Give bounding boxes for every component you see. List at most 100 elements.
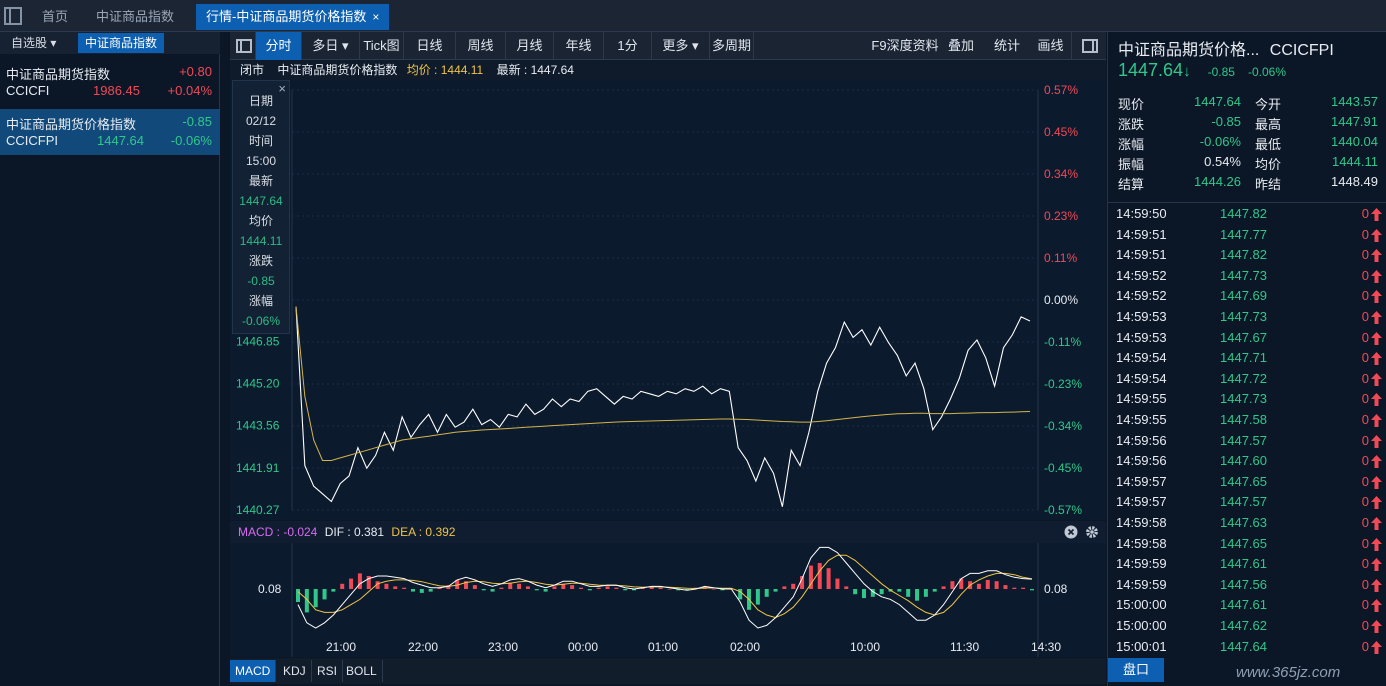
close-icon[interactable]: × bbox=[372, 10, 380, 24]
up-arrow-icon bbox=[1371, 537, 1382, 551]
tick-row: 15:00:00 1447.61 0 bbox=[1108, 595, 1386, 616]
up-arrow-icon bbox=[1371, 372, 1382, 386]
macd-bar bbox=[322, 589, 327, 600]
toggle-right-button[interactable] bbox=[1078, 32, 1106, 60]
f9-button[interactable]: F9深度资料 bbox=[871, 38, 939, 53]
indicator-tabs: MACD KDJ RSI BOLL bbox=[230, 658, 1106, 684]
macd-bar bbox=[1012, 587, 1017, 589]
period-multi[interactable]: 多周期 bbox=[710, 32, 754, 60]
tab-home[interactable]: 首页 bbox=[42, 9, 69, 24]
list-item[interactable]: 中证商品期货指数 +0.80 CCICFI 1986.45 +0.04% bbox=[0, 60, 220, 106]
macd-bar bbox=[508, 582, 513, 589]
tick-price: 1447.61 bbox=[1220, 597, 1267, 613]
tick-time: 14:59:52 bbox=[1116, 267, 1167, 283]
tab-ccic[interactable]: 中证商品指数 bbox=[78, 33, 165, 53]
overlay-button[interactable]: 叠加 bbox=[947, 38, 974, 53]
stats-button[interactable]: 统计 bbox=[993, 38, 1020, 53]
tick-price: 1447.82 bbox=[1220, 206, 1267, 221]
tick-price: 1447.73 bbox=[1220, 267, 1267, 283]
toggle-left-button[interactable] bbox=[230, 32, 256, 60]
up-arrow-icon bbox=[1371, 517, 1382, 530]
macd-bar bbox=[331, 589, 336, 592]
y-left-tick: 1443.56 bbox=[236, 419, 280, 433]
tick-volume: 0 bbox=[1361, 473, 1369, 489]
tick-price: 1447.73 bbox=[1220, 309, 1267, 324]
period-yearly[interactable]: 年线 bbox=[554, 32, 604, 60]
macd-bar bbox=[906, 589, 911, 597]
y-right-tick: 0.57% bbox=[1044, 83, 1078, 97]
price-chart-svg[interactable]: 0.57% 0.45% 0.34% 0.23% 0.11% 0.00% -0.11% -0.2… bbox=[230, 80, 1106, 520]
tick-volume: 0 bbox=[1361, 206, 1369, 221]
macd-bar bbox=[340, 583, 345, 589]
stat-value: 1448.49 bbox=[1331, 174, 1378, 189]
stock-code: CCICFPI bbox=[6, 133, 58, 148]
period-intraday[interactable]: 分时 bbox=[256, 32, 302, 60]
tick-price: 1447.56 bbox=[1220, 576, 1267, 592]
intraday-chart[interactable]: 0.57% 0.45% 0.34% 0.23% 0.11% 0.00% -0.11% -0.2… bbox=[230, 80, 1106, 520]
draw-button[interactable]: 画线 bbox=[1030, 32, 1072, 60]
tick-time: 14:59:59 bbox=[1116, 556, 1167, 572]
close-icon[interactable]: × bbox=[278, 81, 286, 96]
stat-label: 现价 bbox=[1118, 97, 1145, 112]
stat-value: 1444.26 bbox=[1194, 174, 1241, 189]
x-axis-tick: 14:30 bbox=[1031, 640, 1061, 654]
tab-boll[interactable]: BOLL bbox=[341, 660, 383, 682]
macd-bar bbox=[349, 578, 354, 589]
tab-macd[interactable]: MACD bbox=[230, 660, 277, 682]
macd-bar bbox=[455, 579, 460, 589]
macd-bar bbox=[419, 589, 424, 593]
instrument-title-code: CCICFPI bbox=[1269, 42, 1334, 59]
macd-level-left: 0.08 bbox=[258, 582, 282, 596]
tick-price: 1447.65 bbox=[1220, 473, 1267, 489]
tick-row: 14:59:54 1447.72 0 bbox=[1108, 369, 1386, 390]
period-tick[interactable]: Tick图 bbox=[360, 32, 404, 60]
settings-gear-icon[interactable] bbox=[1085, 525, 1099, 539]
x-axis-tick: 01:00 bbox=[648, 640, 678, 654]
macd-bar bbox=[950, 581, 955, 589]
macd-bar bbox=[375, 581, 380, 589]
macd-bar bbox=[296, 589, 300, 602]
tick-row: 14:59:55 1447.58 0 bbox=[1108, 410, 1386, 431]
macd-bar bbox=[658, 587, 663, 589]
macd-bar bbox=[711, 589, 716, 590]
tick-time: 15:00:00 bbox=[1116, 597, 1167, 613]
macd-bar bbox=[517, 583, 522, 589]
macd-bar bbox=[897, 589, 902, 592]
list-item[interactable]: 中证商品期货价格指数 -0.85 CCICFPI 1447.64 -0.06% bbox=[0, 109, 220, 155]
tab-quote-label: 行情-中证商品期货价格指数 bbox=[206, 9, 367, 24]
tick-volume: 0 bbox=[1361, 309, 1369, 324]
tab-kdj[interactable]: KDJ bbox=[278, 660, 312, 682]
up-arrow-icon bbox=[1371, 578, 1382, 592]
period-more[interactable]: 更多 ▾ bbox=[652, 32, 710, 60]
period-multi-day[interactable]: 多日 ▾ bbox=[302, 32, 360, 60]
tab-quote[interactable]: 行情-中证商品期货价格指数 × bbox=[196, 4, 390, 30]
up-arrow-icon bbox=[1371, 208, 1382, 221]
close-circle-icon[interactable] bbox=[1064, 525, 1078, 539]
period-monthly[interactable]: 月线 bbox=[506, 32, 554, 60]
popup-row: 15:00 bbox=[245, 154, 277, 168]
macd-chart-svg[interactable]: 0.08 0.08 21:00 22:00 23:00 00:00 01:00 02:00 10… bbox=[230, 543, 1106, 657]
tab-my-stocks[interactable]: 自选股 ▾ bbox=[11, 36, 57, 50]
tab-ccic-index[interactable]: 中证商品指数 bbox=[96, 9, 175, 24]
tab-rsi[interactable]: RSI bbox=[312, 660, 344, 682]
avg-price-line bbox=[295, 306, 1031, 461]
order-book-button[interactable]: 盘口 bbox=[1108, 658, 1164, 682]
popup-row: 涨跌 bbox=[248, 254, 273, 268]
period-daily[interactable]: 日线 bbox=[404, 32, 456, 60]
quote-panel: 中证商品期货价格... CCICFPI 1447.64↓ -0.85 -0.06… bbox=[1107, 32, 1386, 686]
stat-label: 最高 bbox=[1255, 117, 1282, 132]
tick-time: 14:59:51 bbox=[1116, 226, 1167, 242]
macd-bar bbox=[393, 586, 398, 589]
popup-row: -0.85 bbox=[247, 274, 275, 288]
period-weekly[interactable]: 周线 bbox=[456, 32, 506, 60]
up-arrow-icon bbox=[1371, 455, 1382, 469]
tick-volume: 0 bbox=[1361, 226, 1369, 242]
period-1min[interactable]: 1分 bbox=[604, 32, 652, 60]
latest-price-label: 最新 : 1447.64 bbox=[496, 63, 574, 77]
panel-right-icon bbox=[1082, 39, 1098, 53]
tick-time: 14:59:50 bbox=[1116, 206, 1167, 221]
macd-chart[interactable]: 0.08 0.08 21:00 22:00 23:00 00:00 01:00 02:00 10… bbox=[230, 543, 1106, 657]
sidebar-toggle-icon[interactable] bbox=[4, 7, 22, 25]
macd-bar bbox=[923, 589, 928, 597]
tick-volume: 0 bbox=[1361, 267, 1369, 283]
